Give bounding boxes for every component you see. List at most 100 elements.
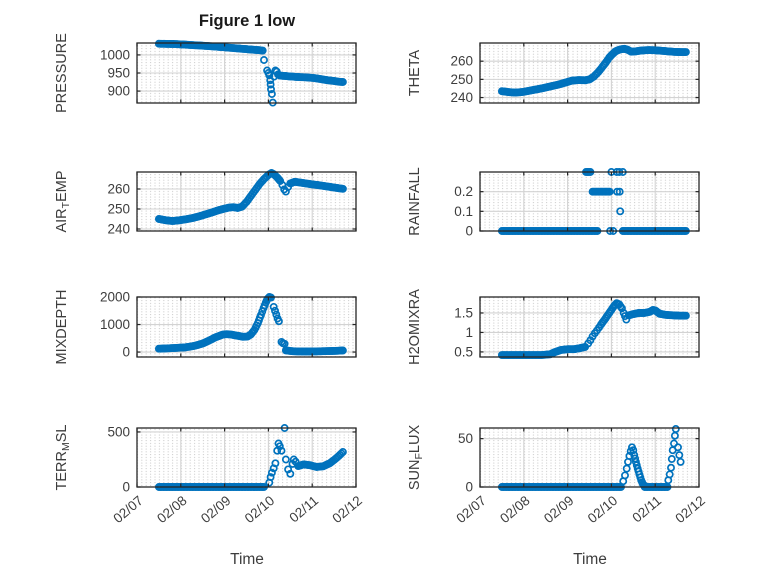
y-tick-label: 1 — [465, 325, 473, 340]
axes-box — [479, 296, 700, 358]
y-tick-label: 250 — [107, 202, 130, 217]
data-point-marker — [631, 454, 640, 463]
data-point-marker — [258, 46, 267, 55]
data-point-marker — [271, 459, 280, 468]
x-tick-label: 02/09 — [541, 493, 577, 526]
series-markers — [497, 299, 690, 360]
subplot-pressure: 900 950 1000 PRESSURE — [54, 33, 357, 113]
y-tick-label: 950 — [107, 66, 130, 81]
axes-box — [136, 171, 357, 232]
x-tick-label: 02/12 — [672, 493, 708, 526]
data-point-marker — [681, 48, 690, 57]
x-tick-label: 02/07 — [453, 493, 489, 526]
y-axis-label: MIXDEPTH — [54, 290, 70, 365]
x-tick-label: 02/10 — [585, 493, 621, 526]
data-point-marker — [674, 443, 682, 452]
x-tick-label: 02/10 — [242, 493, 278, 526]
data-point-marker — [681, 311, 690, 320]
data-point-marker — [272, 310, 281, 319]
minor-grid — [480, 172, 699, 231]
subplot-theta: 240 250 260 THETA — [407, 42, 700, 105]
data-point-marker — [338, 346, 347, 355]
y-tick-label: 1000 — [100, 47, 130, 62]
y-axis-label: TERRMSL — [54, 425, 72, 491]
y-tick-label: 250 — [450, 72, 473, 87]
data-point-marker — [631, 457, 640, 466]
subplot-rainfall: 0 0.1 0.2 RAINFALL — [407, 167, 700, 239]
data-point-marker — [267, 468, 276, 477]
y-axis-label: SUNFLUX — [407, 425, 425, 491]
y-tick-label: 0.2 — [454, 184, 473, 199]
y-tick-label: 240 — [450, 90, 473, 105]
figure-title: Figure 1 low — [198, 12, 296, 30]
series-markers — [154, 169, 347, 225]
x-tick-label: 02/09 — [198, 493, 234, 526]
data-point-marker — [667, 455, 676, 463]
data-point-marker — [275, 442, 284, 451]
axes-box — [479, 42, 700, 104]
series-markers — [497, 44, 690, 97]
subplot-air_temp: 240 250 260 AIRTEMP — [54, 169, 357, 237]
data-point-marker — [269, 302, 278, 311]
minor-grid — [480, 428, 699, 487]
subplot-terr_msl: 0 500 TERRMSL 02/07 02/08 02/09 02/10 02/11 02/1… — [54, 424, 365, 526]
data-point-marker — [671, 425, 680, 433]
x-axis-label-right: Time — [573, 551, 607, 568]
data-point-marker — [266, 473, 275, 482]
y-tick-label: 50 — [458, 431, 473, 446]
y-axis-label: RAINFALL — [407, 167, 423, 236]
y-axis-label: PRESSURE — [54, 33, 70, 113]
data-point-marker — [667, 463, 675, 472]
y-tick-label: 500 — [107, 424, 130, 439]
data-point-marker — [286, 469, 295, 478]
data-point-marker — [338, 184, 347, 193]
x-tick-label: 02/07 — [110, 493, 146, 526]
data-point-marker — [274, 317, 283, 326]
data-point-marker — [338, 78, 347, 86]
data-point-marker — [615, 187, 624, 196]
data-point-marker — [265, 71, 274, 80]
data-point-marker — [281, 455, 290, 464]
x-tick-label: 02/08 — [497, 493, 533, 526]
y-tick-label: 0 — [465, 224, 473, 239]
minor-grid — [137, 428, 356, 487]
data-point-marker — [616, 207, 625, 216]
data-point-marker — [613, 187, 622, 196]
x-tick-label: 02/08 — [154, 493, 190, 526]
data-point-marker — [260, 56, 268, 64]
y-tick-label: 240 — [107, 222, 130, 237]
x-tick-label: 02/11 — [629, 493, 664, 526]
subplot-sun_flux: 0 50 SUNFLUX 02/07 02/08 02/09 02/10 02/11 02/12 — [407, 425, 708, 526]
axes-box — [479, 171, 700, 232]
data-point-marker — [271, 306, 279, 315]
axes-box — [479, 427, 700, 488]
y-tick-label: 260 — [107, 182, 130, 197]
axes-box — [136, 427, 357, 488]
data-point-marker — [277, 446, 286, 455]
y-tick-label: 1000 — [100, 317, 130, 332]
axes-box — [136, 296, 357, 358]
data-point-marker — [267, 85, 275, 94]
y-tick-label: 2000 — [100, 290, 130, 305]
y-axis-label: H2OMIXRA — [407, 289, 423, 365]
data-point-marker — [676, 457, 685, 466]
data-point-marker — [630, 451, 639, 460]
data-point-marker — [266, 80, 275, 89]
subplot-mixdepth: 0 1000 2000 MIXDEPTH — [54, 290, 357, 365]
data-point-marker — [629, 446, 638, 455]
data-point-marker — [605, 187, 614, 196]
x-tick-label: 02/12 — [329, 493, 365, 526]
data-point-marker — [267, 90, 276, 98]
x-tick-label: 02/11 — [286, 493, 321, 526]
data-point-marker — [337, 449, 346, 458]
series-markers — [154, 293, 347, 356]
y-tick-label: 0.1 — [454, 204, 473, 219]
data-point-marker — [338, 448, 347, 456]
data-point-marker — [621, 471, 629, 480]
y-tick-label: 260 — [450, 54, 473, 69]
y-axis-label: AIRTEMP — [54, 170, 72, 232]
y-tick-label: 0 — [465, 480, 473, 495]
y-tick-label: 900 — [107, 84, 130, 99]
